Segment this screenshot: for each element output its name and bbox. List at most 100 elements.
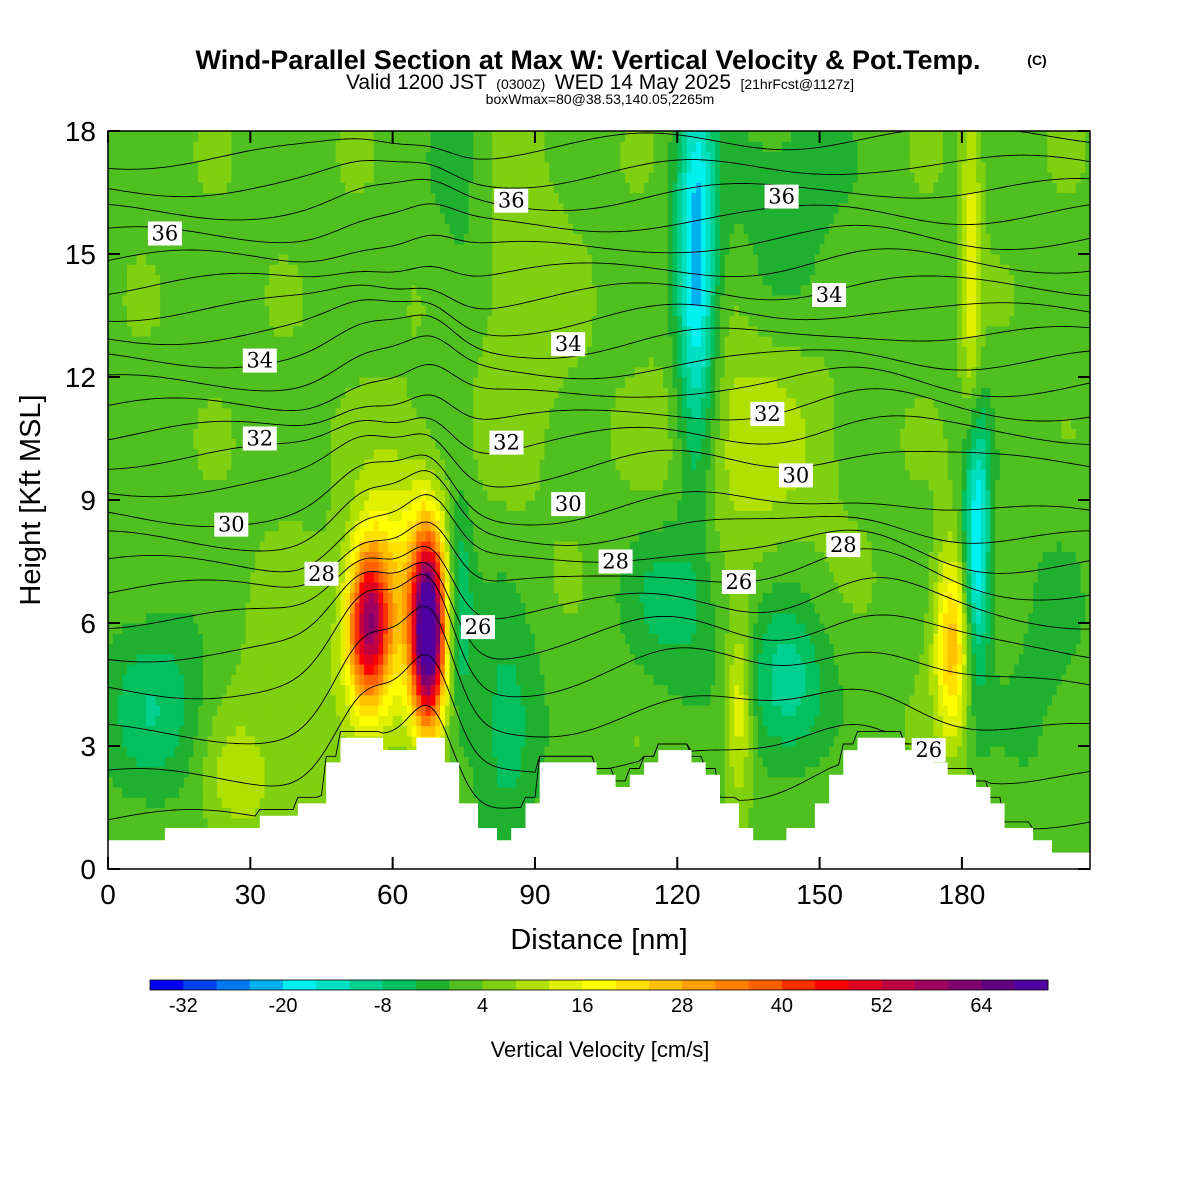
velocity-cell bbox=[169, 366, 176, 378]
velocity-cell bbox=[345, 582, 351, 593]
velocity-cell bbox=[359, 448, 365, 460]
velocity-cell bbox=[179, 325, 185, 337]
velocity-cell bbox=[150, 623, 157, 634]
velocity-cell bbox=[221, 787, 228, 798]
velocity-cell bbox=[207, 377, 213, 388]
velocity-cell bbox=[122, 705, 128, 716]
velocity-cell bbox=[354, 469, 361, 481]
velocity-cell bbox=[221, 315, 228, 327]
velocity-cell bbox=[155, 653, 161, 665]
velocity-cell bbox=[283, 602, 289, 614]
velocity-cell bbox=[402, 202, 408, 214]
velocity-cell bbox=[425, 131, 432, 142]
velocity-cell bbox=[150, 746, 157, 757]
velocity-cell bbox=[274, 305, 280, 317]
velocity-cell bbox=[364, 489, 370, 501]
velocity-cell bbox=[297, 623, 304, 634]
velocity-cell bbox=[411, 213, 417, 224]
velocity-cell bbox=[373, 418, 379, 429]
velocity-cell bbox=[226, 715, 232, 727]
velocity-cell bbox=[278, 541, 285, 552]
velocity-cell bbox=[164, 520, 171, 532]
velocity-cell bbox=[155, 561, 161, 573]
velocity-cell bbox=[368, 520, 375, 532]
velocity-cell bbox=[397, 356, 403, 368]
velocity-cell bbox=[316, 254, 323, 265]
velocity-cell bbox=[108, 172, 114, 183]
velocity-cell bbox=[307, 489, 313, 501]
velocity-cell bbox=[269, 172, 275, 183]
velocity-cell bbox=[231, 448, 237, 460]
velocity-cell bbox=[155, 684, 161, 696]
velocity-cell bbox=[316, 233, 323, 245]
velocity-cell bbox=[236, 243, 242, 255]
velocity-cell bbox=[126, 664, 133, 675]
velocity-cell bbox=[179, 141, 185, 153]
velocity-cell bbox=[326, 643, 332, 655]
velocity-cell bbox=[373, 182, 379, 194]
velocity-cell bbox=[430, 684, 436, 696]
velocity-cell bbox=[160, 653, 166, 665]
velocity-cell bbox=[283, 284, 289, 296]
velocity-cell bbox=[359, 213, 365, 224]
velocity-cell bbox=[164, 315, 171, 327]
velocity-cell bbox=[349, 664, 356, 675]
velocity-cell bbox=[397, 315, 403, 327]
velocity-cell bbox=[150, 356, 157, 368]
velocity-cell bbox=[231, 356, 237, 368]
velocity-cell bbox=[288, 551, 294, 563]
velocity-cell bbox=[212, 551, 218, 563]
velocity-cell bbox=[378, 448, 384, 460]
velocity-cell bbox=[321, 633, 327, 645]
velocity-cell bbox=[221, 387, 228, 399]
velocity-cell bbox=[316, 725, 323, 737]
velocity-cell bbox=[226, 787, 232, 798]
velocity-cell bbox=[402, 192, 408, 204]
velocity-cell bbox=[368, 459, 375, 470]
velocity-cell bbox=[288, 766, 294, 778]
velocity-cell bbox=[373, 684, 379, 696]
velocity-cell bbox=[188, 541, 194, 552]
velocity-cell bbox=[264, 254, 270, 265]
velocity-cell bbox=[349, 674, 356, 686]
velocity-cell bbox=[425, 520, 432, 532]
velocity-cell bbox=[169, 766, 176, 778]
velocity-cell bbox=[188, 735, 194, 747]
velocity-cell bbox=[179, 407, 185, 419]
velocity-cell bbox=[174, 274, 180, 286]
velocity-cell bbox=[245, 725, 251, 737]
velocity-cell bbox=[264, 735, 270, 747]
velocity-cell bbox=[202, 223, 209, 235]
velocity-cell bbox=[202, 551, 209, 563]
velocity-cell bbox=[212, 305, 218, 317]
velocity-cell bbox=[255, 397, 261, 409]
velocity-cell bbox=[378, 151, 384, 163]
velocity-cell bbox=[345, 612, 351, 624]
velocity-cell bbox=[250, 254, 256, 265]
velocity-cell bbox=[236, 325, 242, 337]
velocity-cell bbox=[345, 448, 351, 460]
velocity-cell bbox=[250, 315, 256, 327]
velocity-cell bbox=[269, 694, 275, 706]
velocity-cell bbox=[117, 602, 123, 614]
velocity-cell bbox=[349, 571, 356, 583]
velocity-cell bbox=[188, 141, 194, 153]
velocity-cell bbox=[136, 387, 142, 399]
velocity-cell bbox=[108, 243, 114, 255]
velocity-cell bbox=[316, 643, 323, 655]
velocity-cell bbox=[259, 305, 266, 317]
velocity-cell bbox=[392, 633, 398, 645]
velocity-cell bbox=[311, 530, 318, 542]
velocity-cell bbox=[392, 664, 398, 675]
velocity-cell bbox=[264, 633, 270, 645]
velocity-cell bbox=[345, 202, 351, 214]
velocity-cell bbox=[373, 489, 379, 501]
velocity-cell bbox=[193, 653, 199, 665]
velocity-cell bbox=[131, 377, 138, 388]
valid-zulu: (0300Z) bbox=[496, 76, 545, 92]
velocity-cell bbox=[164, 797, 171, 809]
velocity-cell bbox=[421, 243, 427, 255]
velocity-cell bbox=[288, 284, 294, 296]
velocity-cell bbox=[155, 643, 161, 655]
velocity-cell bbox=[364, 387, 370, 399]
